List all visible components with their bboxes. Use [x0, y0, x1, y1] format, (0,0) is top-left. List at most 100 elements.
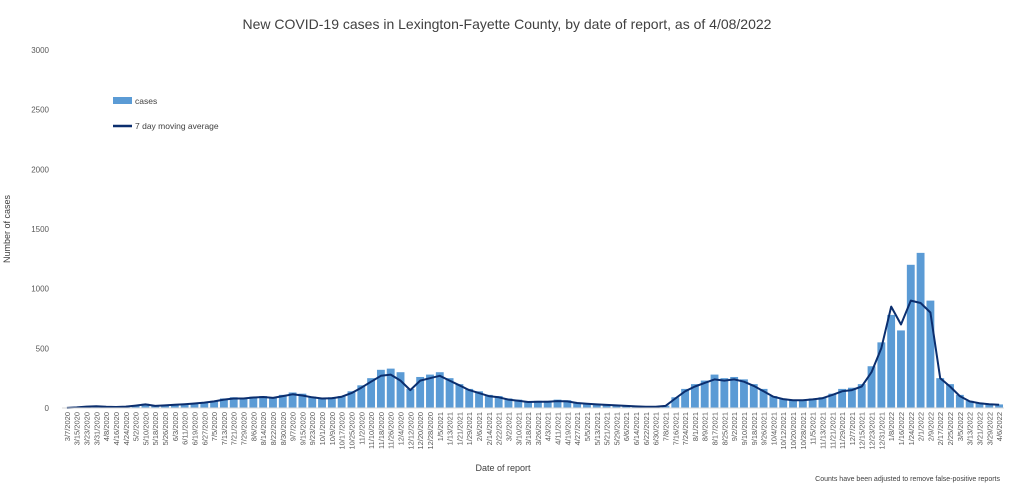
x-tick-label: 10/25/2020: [347, 412, 356, 450]
bar: [710, 374, 719, 408]
x-tick-label: 11/29/2021: [838, 412, 847, 449]
moving-average-series: [66, 299, 1000, 409]
bar: [730, 376, 739, 408]
x-tick-label: 3/26/2021: [534, 412, 543, 445]
x-tick-label: 1/24/2022: [907, 412, 916, 445]
bar: [985, 403, 994, 408]
bar: [906, 264, 915, 408]
bar: [916, 252, 925, 408]
bar: [926, 300, 935, 408]
x-tick-label: 6/30/2021: [652, 412, 661, 445]
x-tick-label: 3/21/2022: [975, 412, 984, 445]
bar: [347, 391, 356, 408]
x-tick-label: 3/10/2021: [514, 412, 523, 445]
bar: [828, 393, 837, 408]
x-tick-label: 12/4/2020: [397, 412, 406, 445]
x-tick-label: 2/9/2022: [926, 412, 935, 441]
x-axis-label: Date of report: [475, 463, 531, 473]
x-tick-label: 5/29/2021: [612, 412, 621, 445]
x-tick-label: 10/1/2020: [318, 412, 327, 445]
x-tick-label: 1/29/2021: [465, 412, 474, 445]
bar: [857, 384, 866, 408]
bar: [406, 388, 415, 408]
bar: [475, 391, 483, 408]
bar: [936, 378, 945, 408]
x-tick-label: 8/14/2020: [259, 412, 268, 445]
bar: [877, 342, 886, 408]
bar: [367, 378, 376, 408]
x-tick-label: 9/26/2021: [760, 412, 769, 445]
x-tick-label: 7/21/2020: [230, 412, 239, 445]
bar: [288, 392, 297, 408]
bar: [759, 388, 768, 408]
x-tick-label: 6/14/2021: [632, 412, 641, 445]
bar: [720, 378, 729, 408]
chart-note: Counts have been adjusted to remove fals…: [815, 476, 1000, 483]
x-tick-label: 5/21/2021: [603, 412, 612, 445]
x-axis: 3/7/2020 3/15/2020 3/23/2020 3/31/2020 4/8/2…: [62, 407, 1004, 450]
y-tick-label: 0: [45, 404, 50, 413]
bar: [210, 400, 219, 408]
bar: [494, 396, 503, 408]
bar: [161, 405, 169, 408]
bar: [219, 398, 228, 408]
x-tick-label: 12/7/2021: [848, 412, 857, 445]
x-tick-label: 7/16/2021: [671, 412, 680, 445]
bar: [455, 384, 464, 408]
x-tick-label: 1/8/2022: [887, 412, 896, 441]
bar: [592, 403, 601, 408]
x-tick-label: 10/9/2020: [328, 412, 337, 445]
x-tick-label: 12/31/2021: [877, 412, 886, 450]
bar: [298, 393, 307, 408]
x-tick-label: 12/20/2020: [416, 412, 425, 450]
bar: [141, 403, 150, 408]
bar: [278, 394, 287, 408]
y-axis: 0 500 1000 1500 2000 2500 3000: [31, 46, 49, 413]
x-tick-label: 4/11/2021: [554, 412, 563, 445]
bar: [239, 397, 248, 408]
x-tick-label: 9/15/2020: [298, 412, 307, 445]
x-tick-label: 3/31/2020: [92, 412, 101, 445]
bar: [386, 368, 395, 408]
x-tick-label: 10/28/2021: [799, 412, 808, 450]
x-tick-label: 9/2/2021: [730, 412, 739, 441]
bar: [946, 384, 954, 408]
bar: [180, 403, 189, 408]
x-tick-label: 3/23/2020: [83, 412, 92, 445]
x-tick-label: 12/15/2021: [858, 412, 867, 450]
bar: [583, 403, 591, 408]
bar: [789, 399, 797, 408]
bar: [533, 400, 542, 408]
bar: [396, 372, 405, 408]
x-tick-label: 6/11/2020: [181, 412, 190, 445]
bar: [269, 397, 277, 408]
bar: [249, 396, 258, 408]
bar: [740, 379, 748, 408]
bar: [200, 402, 209, 408]
bar: [337, 396, 346, 408]
x-tick-label: 7/29/2020: [240, 412, 249, 445]
legend-label-cases: cases: [135, 96, 157, 106]
bar: [955, 394, 964, 408]
y-tick-label: 2000: [31, 165, 49, 174]
bar: [887, 314, 896, 408]
bar: [769, 396, 778, 408]
bar: [749, 384, 758, 408]
bar: [318, 397, 326, 408]
x-tick-label: 7/13/2020: [220, 412, 229, 445]
x-tick-label: 7/5/2020: [210, 412, 219, 441]
x-tick-label: 2/22/2021: [495, 412, 504, 445]
bar: [612, 405, 621, 408]
x-tick-label: 8/9/2021: [701, 412, 710, 441]
x-tick-label: 12/12/2020: [406, 412, 415, 450]
legend-swatch-cases: [113, 97, 132, 104]
bar: [543, 400, 552, 408]
bar: [327, 397, 336, 408]
x-tick-label: 10/4/2021: [769, 412, 778, 445]
bar: [838, 388, 847, 408]
x-tick-label: 5/10/2020: [141, 412, 150, 445]
x-tick-label: 11/5/2021: [809, 412, 818, 445]
x-tick-label: 8/17/2021: [711, 412, 720, 445]
x-tick-label: 4/19/2021: [563, 412, 572, 445]
